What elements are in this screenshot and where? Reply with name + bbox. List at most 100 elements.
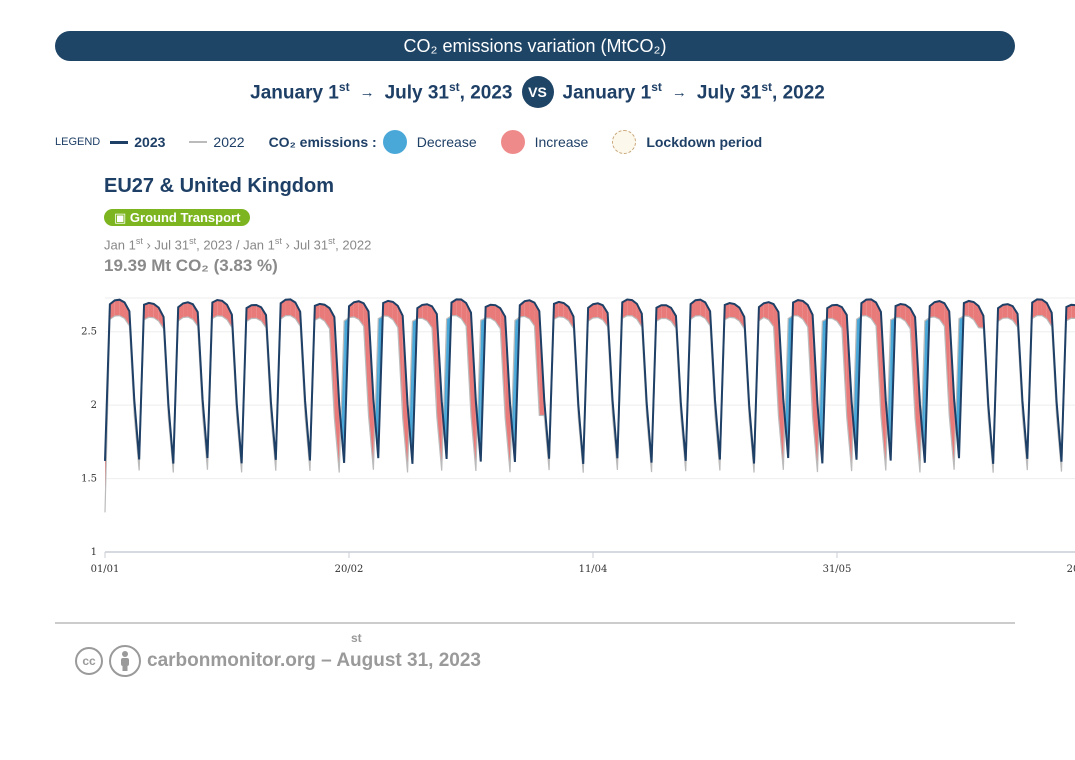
sector-badge: ▣ Ground Transport <box>104 209 251 226</box>
increase-area <box>290 299 296 319</box>
increase-area <box>217 300 223 317</box>
increase-area <box>251 304 257 319</box>
increase-area <box>314 303 320 321</box>
chart-title-banner: CO₂ emissions variation (MtCO₂) <box>55 31 1015 61</box>
date-range-comparison: January 1st → July 31st, 2023 VS January… <box>0 76 1075 108</box>
y-tick-label: 1.5 <box>81 474 97 485</box>
increase-area <box>558 301 564 318</box>
legend-lockdown: Lockdown period <box>646 134 763 150</box>
increase-area <box>695 299 701 316</box>
increase-area <box>671 307 676 329</box>
increase-area <box>183 302 188 318</box>
increase-area <box>597 303 603 320</box>
increase-area <box>153 303 159 322</box>
increase-area <box>319 303 325 322</box>
attribution-person-icon <box>109 645 141 677</box>
x-tick-label: 31/05 <box>823 564 852 575</box>
increase-area <box>866 299 872 319</box>
increase-area <box>832 304 837 322</box>
vs-badge: VS <box>521 76 554 108</box>
increase-area <box>661 305 667 319</box>
footer-text: carbonmonitor.org – August 31, 2023 <box>147 650 481 671</box>
increase-area <box>739 307 745 329</box>
increase-area <box>1007 304 1013 321</box>
increase-area <box>114 299 120 317</box>
arrow-right-icon: → <box>671 83 687 101</box>
increase-area <box>963 300 969 317</box>
increase-area <box>729 303 735 318</box>
chart-title: CO₂ emissions variation (MtCO₂) <box>403 36 667 56</box>
increase-area <box>1032 299 1038 319</box>
increase-area <box>1071 304 1075 319</box>
line-2023-swatch <box>110 140 129 144</box>
sector-label: Ground Transport <box>129 210 241 225</box>
decrease-swatch <box>382 130 407 154</box>
increase-area <box>227 304 232 328</box>
increase-area <box>280 299 286 319</box>
decrease-area <box>788 315 793 459</box>
increase-area <box>690 300 696 320</box>
increase-area <box>353 301 359 320</box>
legend-title: LEGEND <box>55 136 101 148</box>
increase-area <box>212 300 218 319</box>
series-line-2023 <box>104 298 1075 464</box>
increase-area <box>553 301 559 320</box>
increase-area <box>895 304 901 318</box>
emissions-chart: 1 1.5 2 2.5 01/01 20/02 11/04 31/05 20/07 <box>81 297 1075 575</box>
y-tick-label: 1 <box>91 547 97 558</box>
legend-emissions-label: CO₂ emissions : <box>268 134 377 150</box>
legend-2023: 2023 <box>134 134 166 150</box>
increase-area <box>968 300 974 320</box>
bus-icon: ▣ <box>114 210 127 225</box>
increase-area <box>593 303 598 318</box>
increase-area <box>563 302 569 321</box>
increase-area <box>246 305 252 322</box>
x-tick-label: 20/02 <box>335 564 364 575</box>
increase-area <box>178 303 184 321</box>
increase-area <box>358 301 364 327</box>
increase-area <box>1037 299 1042 316</box>
increase-area <box>900 304 906 322</box>
increase-area <box>148 302 154 318</box>
increase-area <box>388 300 393 320</box>
increase-area <box>187 302 193 320</box>
increase-area <box>109 300 115 320</box>
increase-area <box>456 299 462 319</box>
x-tick-label: 11/04 <box>579 564 608 575</box>
total-difference: 19.39 Mt CO₂ (3.83 %) <box>104 256 278 275</box>
increase-area <box>632 300 637 320</box>
y-tick-label: 2 <box>91 400 97 411</box>
increase-area <box>588 304 593 322</box>
increase-swatch <box>500 130 525 154</box>
arrow-right-icon: → <box>359 83 375 101</box>
increase-area <box>1002 304 1008 319</box>
increase-area <box>383 300 389 317</box>
increase-area <box>485 304 491 319</box>
x-tick-label: 01/01 <box>91 564 120 575</box>
increase-area <box>793 300 798 316</box>
panel-date-range: Jan 1st › Jul 31st, 2023 / Jan 1st › Jul… <box>104 236 372 253</box>
increase-area <box>978 306 984 329</box>
decrease-area <box>856 316 861 460</box>
increase-area <box>724 303 730 320</box>
legend: LEGEND 2023 2022 CO₂ emissions : Decreas… <box>55 128 762 156</box>
increase-area <box>490 304 496 322</box>
footer: cc carbonmonitor.org – August 31, 2023 <box>75 645 481 677</box>
increase-area <box>1066 304 1072 321</box>
lockdown-swatch <box>612 130 637 154</box>
increase-area <box>666 305 672 322</box>
region-title: EU27 & United Kingdom <box>104 175 335 197</box>
increase-area <box>622 299 628 319</box>
increase-area <box>861 299 867 316</box>
increase-area <box>656 305 662 322</box>
chart-axes: 1 1.5 2 2.5 01/01 20/02 11/04 31/05 20/07 <box>81 327 1075 575</box>
range-b-start: January 1st <box>562 79 662 104</box>
footer-superscript: st <box>351 631 362 645</box>
x-tick-label: 20/07 <box>1067 564 1075 575</box>
increase-area <box>285 299 291 316</box>
footer-divider <box>55 622 1015 624</box>
increase-area <box>934 301 940 320</box>
increase-area <box>700 299 706 319</box>
increase-area <box>256 304 262 321</box>
increase-area <box>758 303 764 321</box>
